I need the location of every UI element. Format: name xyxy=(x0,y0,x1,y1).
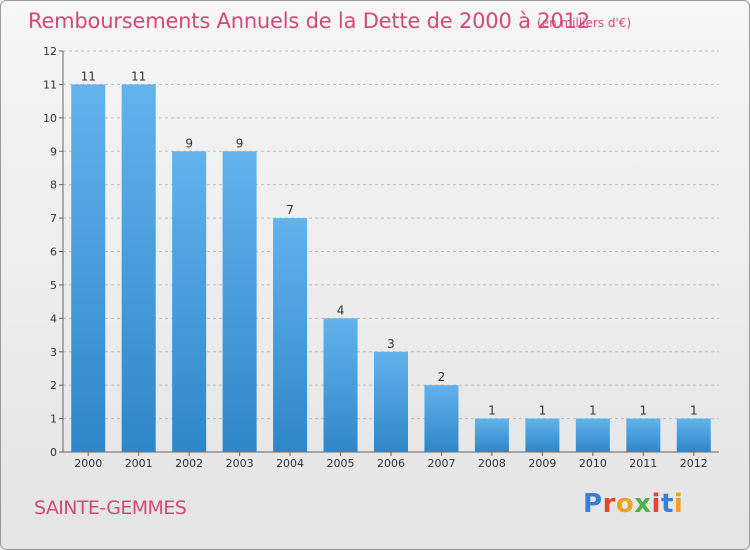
data-label-2006: 3 xyxy=(387,337,395,351)
y-tick-label: 1 xyxy=(50,413,57,426)
bar-2001 xyxy=(121,84,156,453)
y-tick-label: 12 xyxy=(43,45,57,58)
bar-2010 xyxy=(575,418,610,452)
x-tick-label-2009: 2009 xyxy=(528,457,556,470)
x-tick-label-2011: 2011 xyxy=(629,457,657,470)
y-tick-label: 4 xyxy=(50,312,57,325)
logo-letter: P xyxy=(583,489,603,519)
x-tick-label-2010: 2010 xyxy=(579,457,607,470)
logo-letter: x xyxy=(634,489,652,519)
city-name: SAINTE-GEMMES xyxy=(34,497,187,519)
x-tick-label-2001: 2001 xyxy=(125,457,153,470)
x-tick-labels: 2000 2001 2002 2003 2004 2005 2006 2007 2008 2009… xyxy=(74,457,708,470)
y-tick-label: 10 xyxy=(43,112,57,125)
x-tick-label-2012: 2012 xyxy=(680,457,708,470)
proxiti-logo: Proxiti xyxy=(583,489,683,519)
y-tick-label: 2 xyxy=(50,379,57,392)
bar-2005 xyxy=(323,318,358,452)
bar-2009 xyxy=(525,418,560,452)
data-label-2000: 11 xyxy=(81,69,96,83)
x-tick-label-2007: 2007 xyxy=(427,457,455,470)
bars xyxy=(71,84,711,453)
logo-letter: i xyxy=(673,489,684,519)
x-tick-label-2002: 2002 xyxy=(175,457,203,470)
unit-note: (en milliers d'€) xyxy=(537,16,632,30)
bar-2011 xyxy=(626,418,661,452)
logo-letter: o xyxy=(615,489,635,519)
x-tick-label-2005: 2005 xyxy=(327,457,355,470)
data-label-2009: 1 xyxy=(539,404,547,418)
data-label-2001: 11 xyxy=(131,69,146,83)
logo-letter: t xyxy=(660,489,674,519)
data-label-2007: 2 xyxy=(438,370,446,384)
x-tick-label-2000: 2000 xyxy=(74,457,102,470)
y-tick-label: 7 xyxy=(50,212,57,225)
bar-2002 xyxy=(172,151,207,452)
y-tick-label: 8 xyxy=(50,179,57,192)
bar-2003 xyxy=(222,151,257,452)
data-label-2008: 1 xyxy=(488,404,496,418)
data-label-2004: 7 xyxy=(286,203,294,217)
y-tick-label: 3 xyxy=(50,346,57,359)
data-label-2003: 9 xyxy=(236,136,244,150)
data-label-2005: 4 xyxy=(337,303,345,317)
x-tick-label-2003: 2003 xyxy=(226,457,254,470)
chart-title: Remboursements Annuels de la Dette de 20… xyxy=(28,9,590,33)
bar-2007 xyxy=(424,385,459,452)
bar-2006 xyxy=(374,351,408,452)
y-tick-label: 0 xyxy=(50,446,57,459)
data-label-2010: 1 xyxy=(589,404,597,418)
bar-2000 xyxy=(71,84,106,453)
x-tick-label-2004: 2004 xyxy=(276,457,304,470)
data-label-2011: 1 xyxy=(639,404,647,418)
bar-2012 xyxy=(676,418,711,452)
logo-letter: i xyxy=(651,489,661,519)
bar-2008 xyxy=(474,418,509,452)
logo-letter: r xyxy=(602,489,616,519)
x-tick-label-2006: 2006 xyxy=(377,457,405,470)
x-tick-label-2008: 2008 xyxy=(478,457,506,470)
data-label-2012: 1 xyxy=(690,404,698,418)
y-tick-label: 9 xyxy=(50,145,57,158)
y-tick-label: 6 xyxy=(50,246,57,259)
data-label-2002: 9 xyxy=(185,136,193,150)
y-tick-label: 11 xyxy=(43,78,57,91)
bar-2004 xyxy=(273,218,308,452)
y-tick-label: 5 xyxy=(50,279,57,292)
